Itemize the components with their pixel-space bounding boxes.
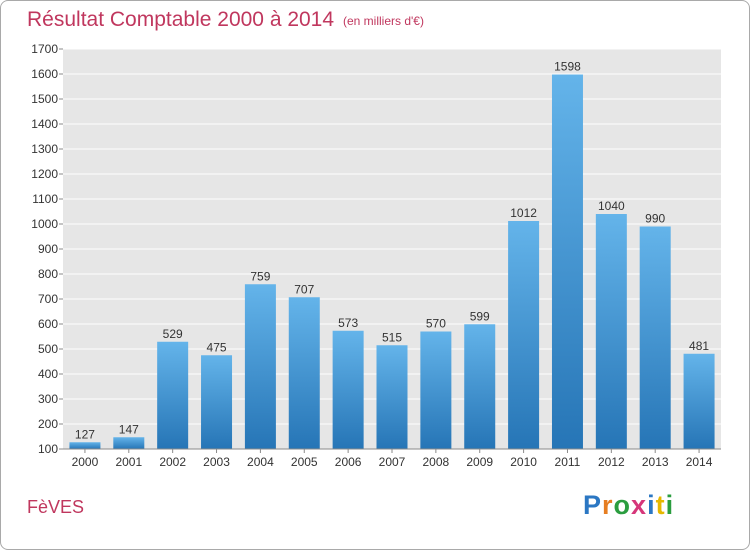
x-tick-label: 2013	[642, 455, 669, 469]
x-tick-label: 2007	[379, 455, 406, 469]
value-label: 1012	[510, 206, 537, 220]
bar-2005	[288, 297, 320, 449]
logo-letter: i	[665, 490, 675, 520]
bar-2011	[551, 74, 583, 449]
logo-letter: t	[655, 490, 666, 520]
x-tick-label: 2010	[510, 455, 537, 469]
y-axis-ticks: 100 200 300 400 500 600 700 800 900 1000 1100 1200 1…	[31, 42, 63, 456]
bar-2001	[113, 437, 145, 449]
value-label: 573	[338, 316, 358, 330]
y-tick-label: 300	[38, 392, 58, 406]
bar-2007	[376, 345, 408, 449]
bar-2008	[420, 331, 452, 449]
logo-letter: i	[647, 490, 656, 520]
value-label: 990	[645, 212, 665, 226]
x-tick-label: 2002	[159, 455, 186, 469]
bar-2009	[464, 324, 496, 449]
y-tick-label: 1700	[31, 42, 58, 56]
value-label: 570	[426, 317, 446, 331]
x-tick-label: 2000	[72, 455, 99, 469]
bar-2003	[201, 355, 233, 449]
x-tick-label: 2012	[598, 455, 625, 469]
x-tick-label: 2005	[291, 455, 318, 469]
y-tick-label: 900	[38, 242, 58, 256]
logo-letter: P	[583, 490, 603, 520]
proxiti-logo: Proxiti	[583, 490, 674, 521]
y-tick-label: 200	[38, 417, 58, 431]
chart-title: Résultat Comptable 2000 à 2014	[27, 8, 335, 31]
bar-2004	[244, 284, 276, 449]
x-tick-label: 2001	[115, 455, 142, 469]
y-tick-label: 1200	[31, 167, 58, 181]
x-tick-label: 2006	[335, 455, 362, 469]
y-tick-label: 1500	[31, 92, 58, 106]
bar-2014	[683, 353, 715, 449]
bar-2010	[508, 221, 540, 449]
chart-subtitle: (en milliers d'€)	[343, 14, 424, 28]
logo-letter: x	[631, 490, 648, 520]
value-label: 127	[75, 427, 95, 441]
bar-2000	[69, 442, 101, 449]
y-tick-label: 800	[38, 267, 58, 281]
value-label: 147	[119, 422, 139, 436]
x-tick-label: 2009	[466, 455, 493, 469]
y-tick-label: 100	[38, 442, 58, 456]
commune-name: FèVES	[27, 497, 85, 517]
x-tick-label: 2011	[555, 455, 581, 469]
value-label: 707	[294, 282, 314, 296]
y-tick-label: 1300	[31, 142, 58, 156]
value-label: 481	[689, 339, 709, 353]
y-tick-label: 500	[38, 342, 58, 356]
x-tick-label: 2014	[686, 455, 713, 469]
y-tick-label: 1600	[31, 67, 58, 81]
value-label: 1598	[554, 60, 581, 74]
x-tick-label: 2004	[247, 455, 274, 469]
logo-letter: o	[613, 490, 632, 520]
value-label: 1040	[598, 199, 625, 213]
logo-letter: r	[602, 490, 614, 520]
value-label: 515	[382, 330, 402, 344]
value-label: 529	[163, 327, 183, 341]
value-label: 599	[470, 309, 490, 323]
bar-2002	[157, 341, 189, 449]
y-tick-label: 1000	[31, 217, 58, 231]
y-tick-label: 1100	[32, 192, 58, 206]
x-tick-label: 2003	[203, 455, 230, 469]
bars	[69, 74, 715, 449]
x-tick-label: 2008	[423, 455, 450, 469]
y-tick-label: 700	[38, 292, 58, 306]
value-labels: 127 147 529 475 759 707 573 515 570 599 1012 1598 10…	[75, 60, 709, 442]
y-tick-label: 600	[38, 317, 58, 331]
value-label: 759	[250, 269, 270, 283]
bar-2006	[332, 330, 364, 449]
y-tick-label: 400	[38, 367, 58, 381]
bar-2013	[639, 226, 671, 449]
x-axis-ticks: 2000 2001 2002 2003 2004 2005 2006 2007 2008 2009…	[72, 449, 713, 469]
y-tick-label: 1400	[31, 117, 58, 131]
value-label: 475	[207, 340, 227, 354]
bar-2012	[595, 214, 627, 449]
